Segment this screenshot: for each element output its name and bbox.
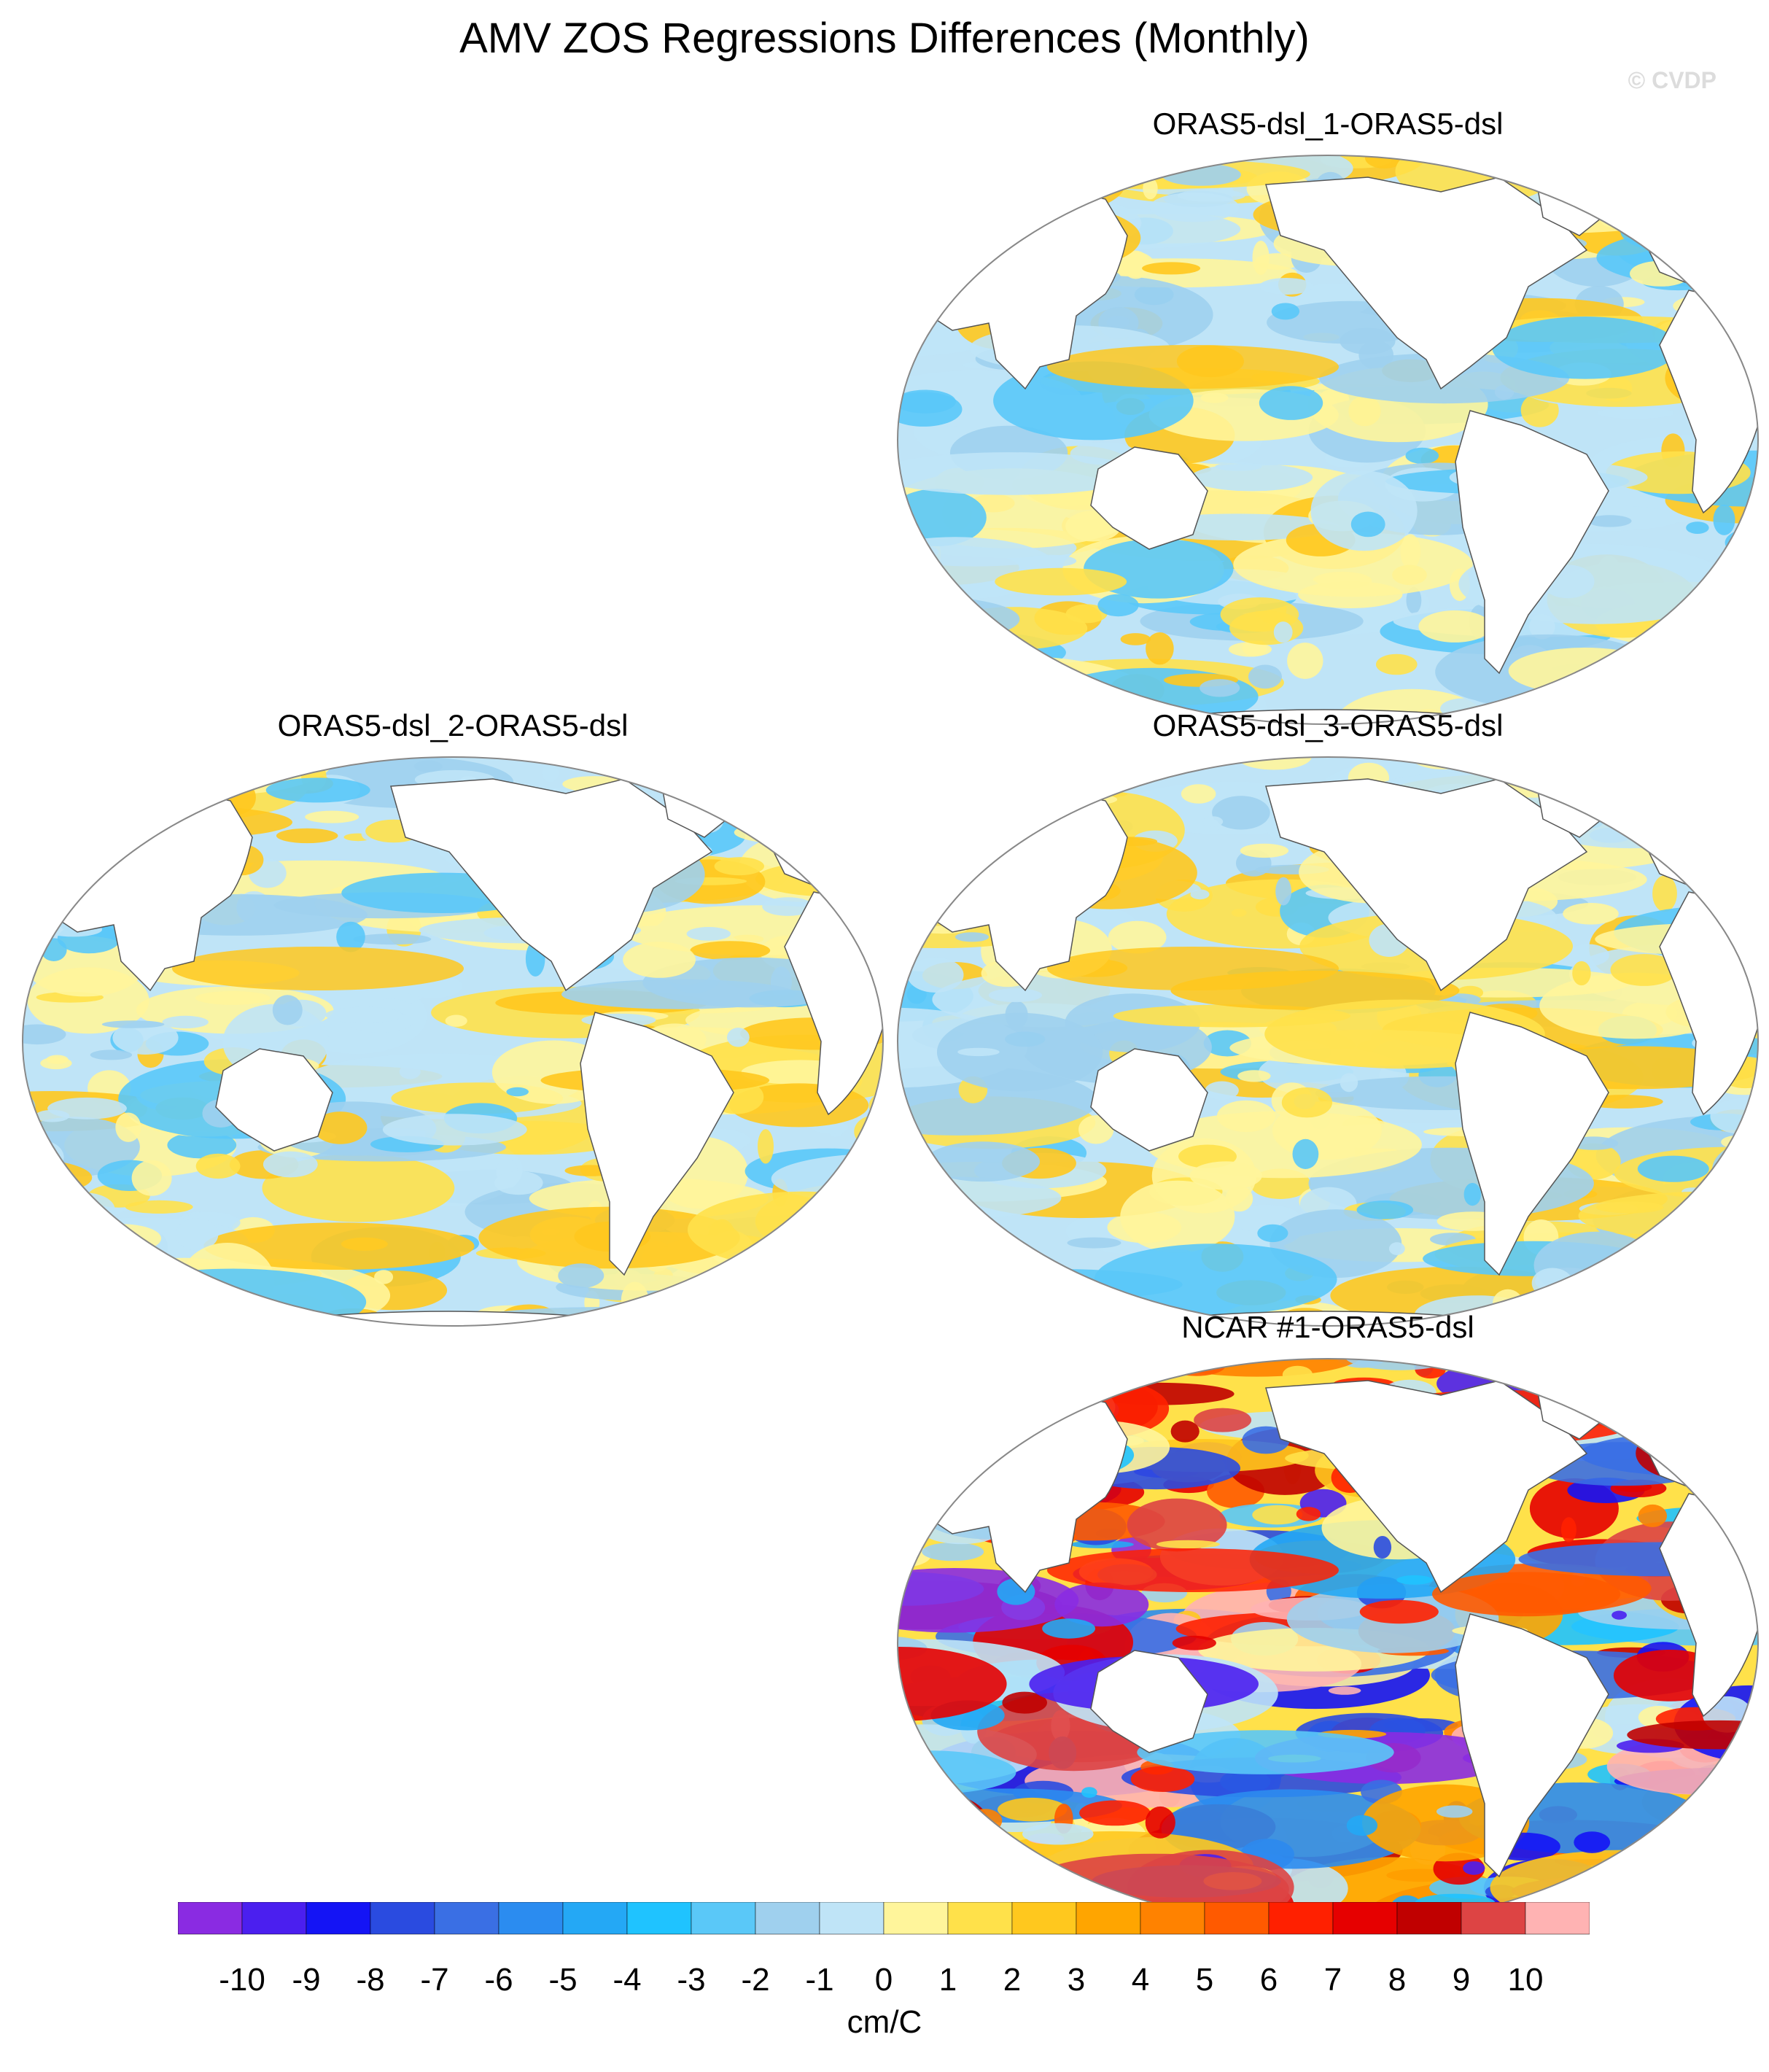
colorbar-tick-label: -1 (805, 1962, 834, 1998)
colorbar-tick-label: 4 (1131, 1962, 1150, 1998)
land-mass (1455, 1613, 1609, 1878)
panel-title: ORAS5-dsl_2-ORAS5-dsl (277, 708, 629, 742)
colorbar-tick-label: 0 (874, 1962, 893, 1998)
colorbar-tick-label: 8 (1388, 1962, 1407, 1998)
colorbar-swatch (241, 1902, 307, 1935)
colorbar-swatch (1204, 1902, 1270, 1935)
colorbar-swatch (755, 1902, 820, 1935)
land-mass (1265, 1380, 1588, 1594)
map-panel-1: ORAS5-dsl_1-ORAS5-dsl (887, 106, 1769, 740)
colorbar-swatch (562, 1902, 628, 1935)
world-map-weak (897, 155, 1759, 725)
colorbar-tick-label: -5 (548, 1962, 578, 1998)
colorbar-swatch (498, 1902, 564, 1935)
colorbar-swatch (819, 1902, 884, 1935)
colorbar-swatch (1332, 1902, 1398, 1935)
colorbar-swatch (691, 1902, 756, 1935)
colorbar-swatch (1396, 1902, 1462, 1935)
colorbar-swatch (306, 1902, 371, 1935)
panel-title: NCAR #1-ORAS5-dsl (1181, 1310, 1474, 1344)
colorbar-tick-label: -7 (420, 1962, 449, 1998)
colorbar-swatch (1461, 1902, 1526, 1935)
land-mass (1090, 1048, 1208, 1152)
panel-title: ORAS5-dsl_1-ORAS5-dsl (1152, 106, 1504, 141)
world-map-strong (897, 1358, 1759, 1928)
colorbar-tick-label: 7 (1323, 1962, 1342, 1998)
colorbar-tick-label: 9 (1452, 1962, 1471, 1998)
colorbar-tick-label: -9 (292, 1962, 321, 1998)
colorbar-tick-label: 3 (1067, 1962, 1086, 1998)
cvdp-credit: © CVDP (1628, 67, 1716, 93)
colorbar-swatch (434, 1902, 499, 1935)
land-mass (1455, 410, 1609, 675)
land-mass (1455, 1012, 1609, 1276)
map-boundary (22, 756, 884, 1327)
colorbar-tick-label: 1 (938, 1962, 957, 1998)
colorbar-swatch (178, 1902, 243, 1935)
ocean-field (898, 1359, 1758, 1928)
colorbar-tick-label: -6 (484, 1962, 513, 1998)
colorbar-swatch (1268, 1902, 1334, 1935)
colorbar-tick-label: -10 (219, 1962, 265, 1998)
colorbar-tick-label: 6 (1259, 1962, 1278, 1998)
ocean-field (23, 757, 883, 1326)
map-panel-2: ORAS5-dsl_2-ORAS5-dsl (12, 707, 894, 1342)
world-map-weak (22, 756, 884, 1327)
map-panel-4: NCAR #1-ORAS5-dsl (887, 1309, 1769, 1944)
colorbar-swatch (1011, 1902, 1077, 1935)
world-map-weak (897, 756, 1759, 1327)
colorbar-swatch (1140, 1902, 1205, 1935)
colorbar-swatch (1076, 1902, 1141, 1935)
land-mass (215, 1048, 333, 1152)
land-mass (390, 778, 713, 992)
land-mass (580, 1012, 734, 1276)
land-mass (1265, 778, 1588, 992)
colorbar-swatch (883, 1902, 949, 1935)
colorbar-swatch (370, 1902, 435, 1935)
land-mass (1090, 1650, 1208, 1753)
colorbar-tick-label: 10 (1507, 1962, 1544, 1998)
land-mass (1265, 176, 1588, 390)
ocean-field (898, 155, 1758, 724)
panel-title: ORAS5-dsl_3-ORAS5-dsl (1152, 708, 1504, 742)
map-panel-3: ORAS5-dsl_3-ORAS5-dsl (887, 707, 1769, 1342)
ocean-field (898, 757, 1758, 1326)
map-boundary (897, 756, 1759, 1327)
colorbar-swatch (1525, 1902, 1590, 1935)
colorbar-tick-label: -2 (741, 1962, 770, 1998)
colorbar-tick-label: -4 (613, 1962, 642, 1998)
colorbar (178, 1902, 1590, 1935)
colorbar-tick-label: 2 (1003, 1962, 1022, 1998)
colorbar-units: cm/C (847, 2004, 922, 2040)
colorbar-swatch (947, 1902, 1013, 1935)
figure-title: AMV ZOS Regressions Differences (Monthly… (459, 15, 1310, 62)
colorbar-tick-label: -8 (356, 1962, 385, 1998)
colorbar-swatch (626, 1902, 692, 1935)
land-mass (1090, 446, 1208, 550)
land-mass (287, 1311, 611, 1326)
colorbar-tick-label: 5 (1195, 1962, 1214, 1998)
colorbar-tick-label: -3 (677, 1962, 706, 1998)
map-boundary (897, 155, 1759, 725)
